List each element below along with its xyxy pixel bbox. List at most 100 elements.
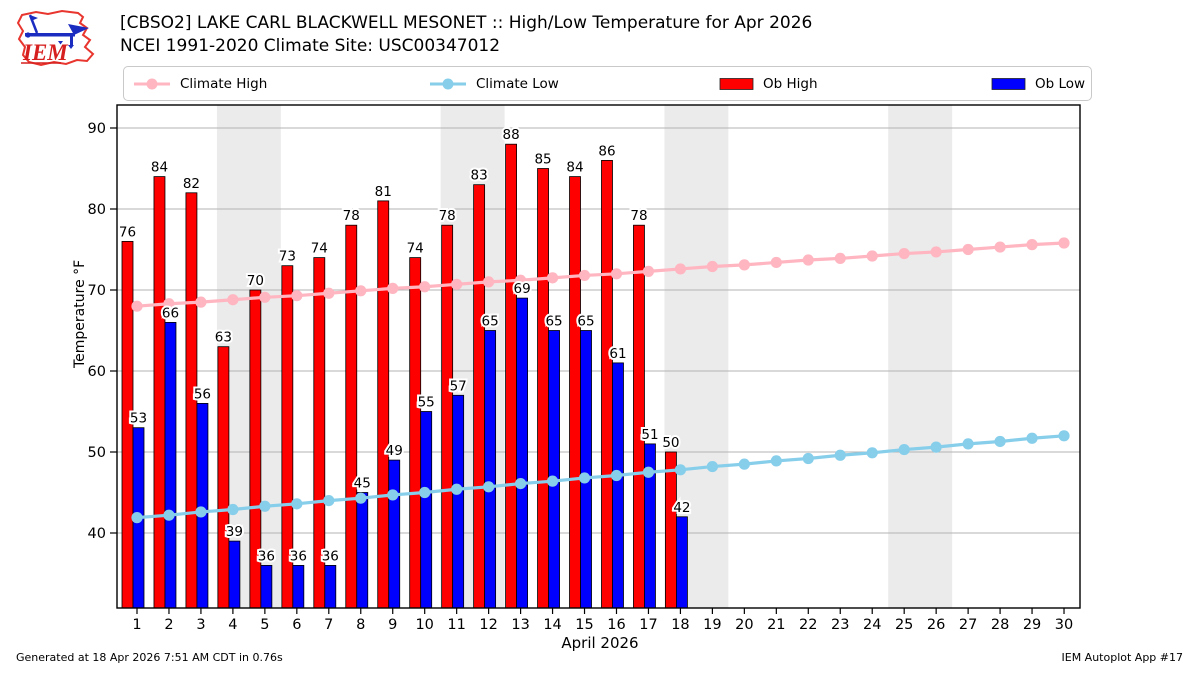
- climate-marker: [163, 509, 175, 521]
- climate-marker: [131, 300, 143, 312]
- ob-low-value-label: 55: [418, 395, 435, 411]
- iem-logo: IEM: [16, 9, 95, 67]
- weather-vane-icon: [25, 14, 89, 49]
- ob-high-value-label: 84: [151, 160, 168, 176]
- climate-high-line-swatch-icon: [134, 78, 170, 89]
- y-axis-label: Temperature °F: [72, 259, 88, 368]
- ob-high-bar: [473, 184, 486, 609]
- climate-marker: [930, 246, 942, 258]
- x-tick-label: 29: [1023, 617, 1041, 633]
- ob-low-bar: [260, 565, 273, 609]
- ob-low-bar: [228, 540, 241, 609]
- climate-marker: [259, 291, 271, 303]
- x-tick-label: 15: [575, 617, 593, 633]
- y-tick-label: 80: [88, 202, 106, 218]
- climate-marker: [451, 278, 463, 290]
- ob-high-value-label: 82: [183, 176, 200, 192]
- climate-marker: [355, 285, 367, 297]
- x-axis-label: April 2026: [561, 634, 639, 652]
- legend-label: Climate High: [180, 75, 268, 92]
- climate-marker: [674, 464, 687, 476]
- ob-low-value-label: 53: [130, 411, 147, 427]
- x-tick-label: 30: [1055, 617, 1073, 633]
- climate-marker: [387, 489, 399, 501]
- ob-high-value-label: 84: [566, 160, 583, 176]
- ob-high-bar: [665, 451, 677, 609]
- x-tick-label: 2: [164, 617, 173, 633]
- page-title: [CBSO2] LAKE CARL BLACKWELL MESONET :: H…: [120, 13, 813, 33]
- x-tick-label: 22: [799, 617, 817, 633]
- ob-low-value-label: 57: [450, 378, 467, 394]
- x-tick-label: 6: [292, 617, 301, 633]
- climate-marker: [866, 447, 878, 459]
- ob-high-value-label: 76: [119, 224, 136, 240]
- x-tick-label: 16: [607, 617, 625, 633]
- climate-marker: [514, 274, 527, 286]
- x-tick-label: 28: [991, 617, 1009, 633]
- climate-marker: [706, 260, 718, 273]
- legend-item-climate-low: Climate Low: [428, 67, 559, 100]
- ob-high-bar: [537, 168, 549, 609]
- climate-marker: [227, 294, 239, 306]
- climate-marker: [706, 460, 718, 473]
- x-tick-label: 8: [356, 617, 365, 633]
- logo-text: IEM: [22, 40, 69, 65]
- ob-high-value-label: 83: [471, 168, 488, 184]
- ob-low-value-label: 65: [577, 314, 594, 330]
- climate-marker: [962, 243, 974, 256]
- ob-low-bar: [516, 297, 528, 609]
- ob-low-value-label: 45: [354, 476, 371, 492]
- y-tick-label: 50: [88, 445, 106, 461]
- ob-high-bar: [441, 224, 454, 609]
- ob-low-bar: [196, 402, 209, 609]
- climate-marker: [483, 276, 495, 288]
- climate-marker: [1026, 432, 1038, 444]
- ob-low-value-label: 36: [290, 548, 307, 564]
- y-tick-label: 40: [88, 526, 106, 542]
- page-subtitle: NCEI 1991-2020 Climate Site: USC00347012: [120, 36, 501, 56]
- climate-marker: [546, 475, 559, 487]
- legend: Climate High Climate Low Ob High Ob Low: [123, 66, 1092, 101]
- climate-low-line-swatch-icon: [430, 78, 466, 89]
- climate-marker: [387, 282, 399, 294]
- x-tick-label: 10: [415, 617, 433, 633]
- ob-low-bar: [612, 362, 624, 609]
- title-block: [CBSO2] LAKE CARL BLACKWELL MESONET :: H…: [120, 12, 812, 58]
- climate-marker: [642, 265, 655, 277]
- generated-timestamp: Generated at 18 Apr 2026 7:51 AM CDT in …: [16, 651, 283, 664]
- climate-marker: [802, 254, 814, 266]
- legend-item-ob-high: Ob High: [719, 67, 818, 100]
- climate-marker: [419, 486, 431, 499]
- climate-marker: [770, 256, 782, 269]
- climate-marker: [674, 263, 687, 275]
- climate-marker: [291, 290, 303, 302]
- climate-marker: [323, 495, 335, 507]
- ob-low-value-label: 49: [386, 443, 403, 459]
- y-tick-label: 90: [88, 121, 106, 137]
- y-tick-label: 60: [88, 364, 106, 380]
- climate-marker: [866, 250, 878, 262]
- x-tick-label: 11: [447, 617, 465, 633]
- x-tick-label: 1: [132, 617, 141, 633]
- climate-marker: [802, 452, 814, 465]
- climate-marker: [930, 441, 942, 453]
- climate-marker: [451, 483, 463, 495]
- climate-marker: [1058, 430, 1070, 442]
- x-tick-label: 18: [671, 617, 689, 633]
- legend-label: Ob High: [763, 75, 818, 92]
- ob-high-bar: [505, 143, 517, 609]
- iowa-outline-icon: [16, 9, 95, 67]
- ob-high-value-label: 85: [534, 152, 551, 168]
- ob-high-bar: [345, 224, 358, 609]
- climate-marker: [738, 458, 750, 470]
- climate-marker: [738, 259, 750, 271]
- climate-marker: [355, 492, 367, 504]
- ob-low-bar: [452, 394, 465, 609]
- ob-high-value-label: 74: [311, 241, 328, 257]
- climate-marker: [962, 438, 974, 450]
- climate-marker: [514, 477, 527, 490]
- x-tick-label: 26: [927, 617, 945, 633]
- ob-low-value-label: 56: [194, 386, 211, 402]
